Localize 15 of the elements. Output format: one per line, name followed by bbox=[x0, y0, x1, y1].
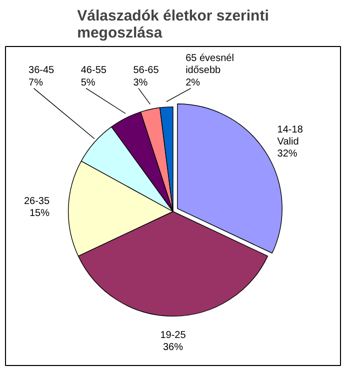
data-label: 7% bbox=[28, 77, 44, 88]
slice-label: 26-35 bbox=[24, 196, 50, 207]
slice-label: 56-65 bbox=[133, 65, 160, 76]
data-label: 3% bbox=[133, 77, 148, 88]
slice-label: 36-45 bbox=[28, 65, 55, 76]
data-label: 36% bbox=[162, 342, 184, 353]
slice-label: 65 évesnél idősebb bbox=[186, 53, 234, 76]
data-label: 5% bbox=[80, 77, 96, 88]
data-label: 15% bbox=[30, 208, 50, 219]
slice-label: 14-18 Valid bbox=[277, 124, 304, 148]
data-label: 32% bbox=[277, 148, 298, 160]
chart-title: Válaszadók életkor szerinti megoszlása bbox=[77, 8, 269, 42]
slice-label: 19-25 bbox=[160, 330, 186, 341]
slice-label: 46-55 bbox=[80, 65, 107, 76]
data-label: 2% bbox=[186, 77, 200, 88]
